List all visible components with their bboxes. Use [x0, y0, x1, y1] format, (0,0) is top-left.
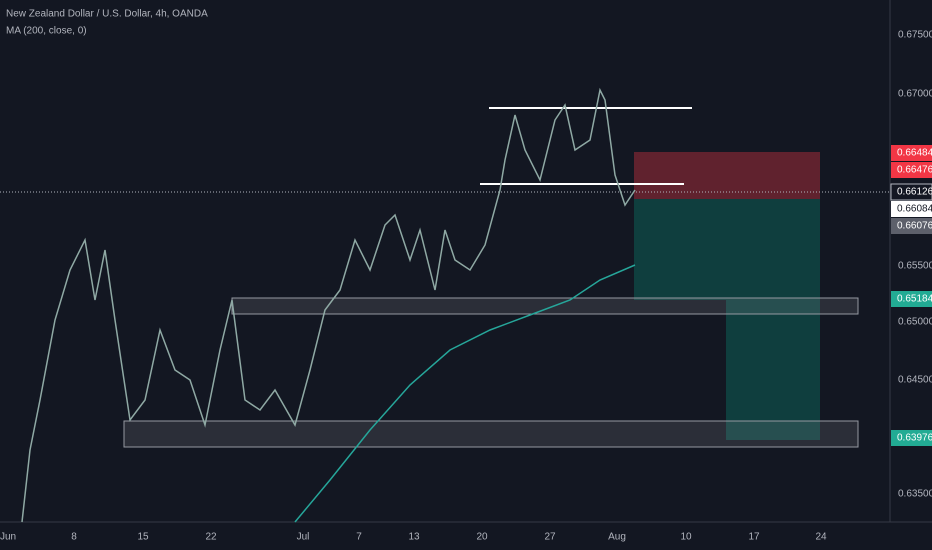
price-label: 0.67000: [898, 89, 932, 100]
time-axis: Jun 8 15 22 Jul 7 13 20 27 Aug 10 17 24: [0, 532, 827, 543]
price-label: 0.67500: [898, 30, 932, 41]
indicator-label: MA (200, close, 0): [6, 26, 87, 37]
price-tag: 0.66476: [897, 165, 932, 176]
time-label: Jul: [297, 532, 310, 543]
tag-bg: [890, 183, 932, 201]
time-label: 7: [356, 532, 362, 543]
price-tag: 0.65184: [897, 294, 932, 305]
time-label: 27: [544, 532, 556, 543]
tag-bg: [891, 201, 932, 217]
price-series: [21, 87, 636, 523]
tag-bg: [891, 145, 932, 161]
time-label: 20: [476, 532, 488, 543]
chart-title: New Zealand Dollar / U.S. Dollar, 4h, OA…: [6, 9, 208, 20]
time-label: 15: [137, 532, 149, 543]
price-tags: 0.66484 0.66476 0.66126 0.66084 0.66076 …: [890, 145, 932, 446]
price-label: 0.64500: [898, 375, 932, 386]
take-profit-zone: [634, 199, 820, 440]
price-tag: 0.66126: [897, 187, 932, 198]
time-label: Jun: [0, 532, 16, 543]
tag-bg: [891, 430, 932, 446]
price-tag: 0.66084: [897, 204, 932, 215]
support-box: [123, 420, 859, 448]
time-label: 10: [680, 532, 692, 543]
stop-loss-zone: [634, 152, 820, 199]
time-label: 8: [71, 532, 77, 543]
moving-average: [294, 264, 636, 523]
time-label: 17: [748, 532, 760, 543]
price-label: 0.65500: [898, 261, 932, 272]
time-label: 24: [815, 532, 827, 543]
price-tag: 0.63976: [897, 433, 932, 444]
support-box: [231, 297, 859, 315]
tag-bg: [891, 218, 932, 234]
price-label: 0.65000: [898, 317, 932, 328]
time-label: 22: [205, 532, 217, 543]
price-label: 0.63500: [898, 489, 932, 500]
time-label: 13: [408, 532, 420, 543]
price-tag: 0.66076: [897, 221, 932, 232]
tag-bg: [891, 162, 932, 178]
time-label: Aug: [608, 532, 626, 543]
tag-bg: [891, 291, 932, 307]
price-tag: 0.66484: [897, 148, 932, 159]
price-axis: 0.67500 0.67000 0.65500 0.65000 0.64500 …: [898, 30, 932, 500]
